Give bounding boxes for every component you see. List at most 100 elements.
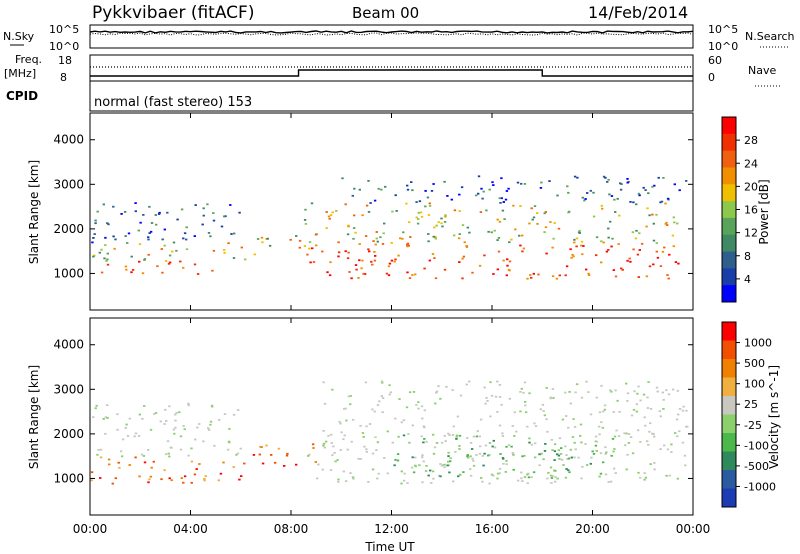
scatter-cell [644,189,647,191]
scatter-cell [163,228,166,231]
scatter-cell [490,394,494,397]
scatter-cell [462,255,466,258]
scatter-cell [561,418,565,421]
scatter-cell [553,469,556,472]
scatter-cell [368,423,372,425]
scatter-cell [131,269,135,271]
scatter-cell [346,448,349,451]
scatter-cell [581,465,584,468]
scatter-cell [646,396,649,399]
scatter-cell [394,194,397,197]
scatter-cell [594,435,598,438]
scatter-cell [98,251,101,254]
scatter-cell [434,237,437,240]
scatter-cell [400,482,403,485]
scatter-cell [174,419,177,422]
scatter-cell [378,400,381,403]
scatter-cell [304,208,307,211]
scatter-cell [611,438,615,440]
scatter-cell [371,263,374,266]
scatter-cell [119,450,123,453]
scatter-cell [559,453,563,455]
scatter-cell [579,423,583,426]
scatter-cell [195,468,198,470]
scatter-cell [451,434,455,436]
scatter-cell [488,188,491,191]
scatter-cell [505,445,508,448]
scatter-cell [587,272,590,275]
scatter-cell [410,181,413,183]
scatter-cell [564,476,568,479]
scatter-cell [661,250,665,253]
scatter-cell [211,269,214,272]
scatter-cell [665,389,668,392]
scatter-cell [112,235,115,238]
scatter-cell [402,434,406,437]
scatter-cell [533,422,536,425]
colorbar-segment [722,251,736,269]
scatter-cell [345,419,348,422]
scatter-cell [431,470,435,473]
scatter-cell [520,477,523,480]
scatter-cell [183,475,187,478]
scatter-cell [457,237,461,240]
colorbar-tick-label: -500 [744,460,769,473]
scatter-cell [543,450,547,452]
scatter-cell [652,433,655,435]
scatter-cell [659,448,662,450]
scatter-cell [295,463,298,466]
scatter-cell [139,221,142,224]
scatter-cell [482,190,485,193]
scatter-cell [508,260,512,263]
scatter-cell [642,186,645,189]
scatter-cell [361,259,364,262]
scatter-cell [123,211,127,213]
scatter-cell [487,454,490,457]
scatter-cell [635,229,638,232]
scatter-cell [674,261,678,263]
scatter-cell [609,480,613,483]
x-tick-label: 12:00 [374,522,409,536]
scatter-cell [346,257,350,260]
colorbar-tick-label: 28 [744,134,758,147]
scatter-cell [608,193,611,196]
scatter-cell [447,460,450,463]
scatter-cell [647,381,650,383]
scatter-cell [187,454,190,457]
scatter-cell [447,432,450,435]
scatter-cell [661,391,664,394]
scatter-cell [405,406,409,409]
scatter-cell [351,476,355,479]
scatter-cell [585,380,588,383]
scatter-cell [152,460,155,463]
nsky-trace [89,30,694,34]
scatter-cell [142,214,145,216]
scatter-cell [367,211,371,213]
colorbar-tick-label: 25 [744,398,758,411]
scatter-cell [432,183,435,185]
scatter-cell [387,265,391,268]
scatter-cell [459,394,463,397]
scatter-cell [204,475,207,477]
scatter-cell [93,233,96,235]
scatter-cell [337,478,340,481]
scatter-cell [547,471,550,474]
scatter-cell [316,477,319,480]
scatter-cell [443,435,446,437]
scatter-cell [550,482,553,484]
colorbar-segment [722,184,736,202]
scatter-cell [452,480,455,483]
scatter-cell [128,417,131,420]
scatter-cell [519,410,522,413]
scatter-cell [505,460,508,462]
scatter-cell [574,391,577,394]
scatter-cell [479,211,483,213]
scatter-cell [261,241,264,244]
scatter-cell [185,248,189,251]
scatter-cell [148,205,151,208]
velocity-colorbar-label: Velocity [m s^-1] [767,365,781,469]
scatter-cell [551,475,554,477]
scatter-cell [138,475,141,478]
scatter-cell [597,425,601,428]
scatter-cell [372,240,375,242]
